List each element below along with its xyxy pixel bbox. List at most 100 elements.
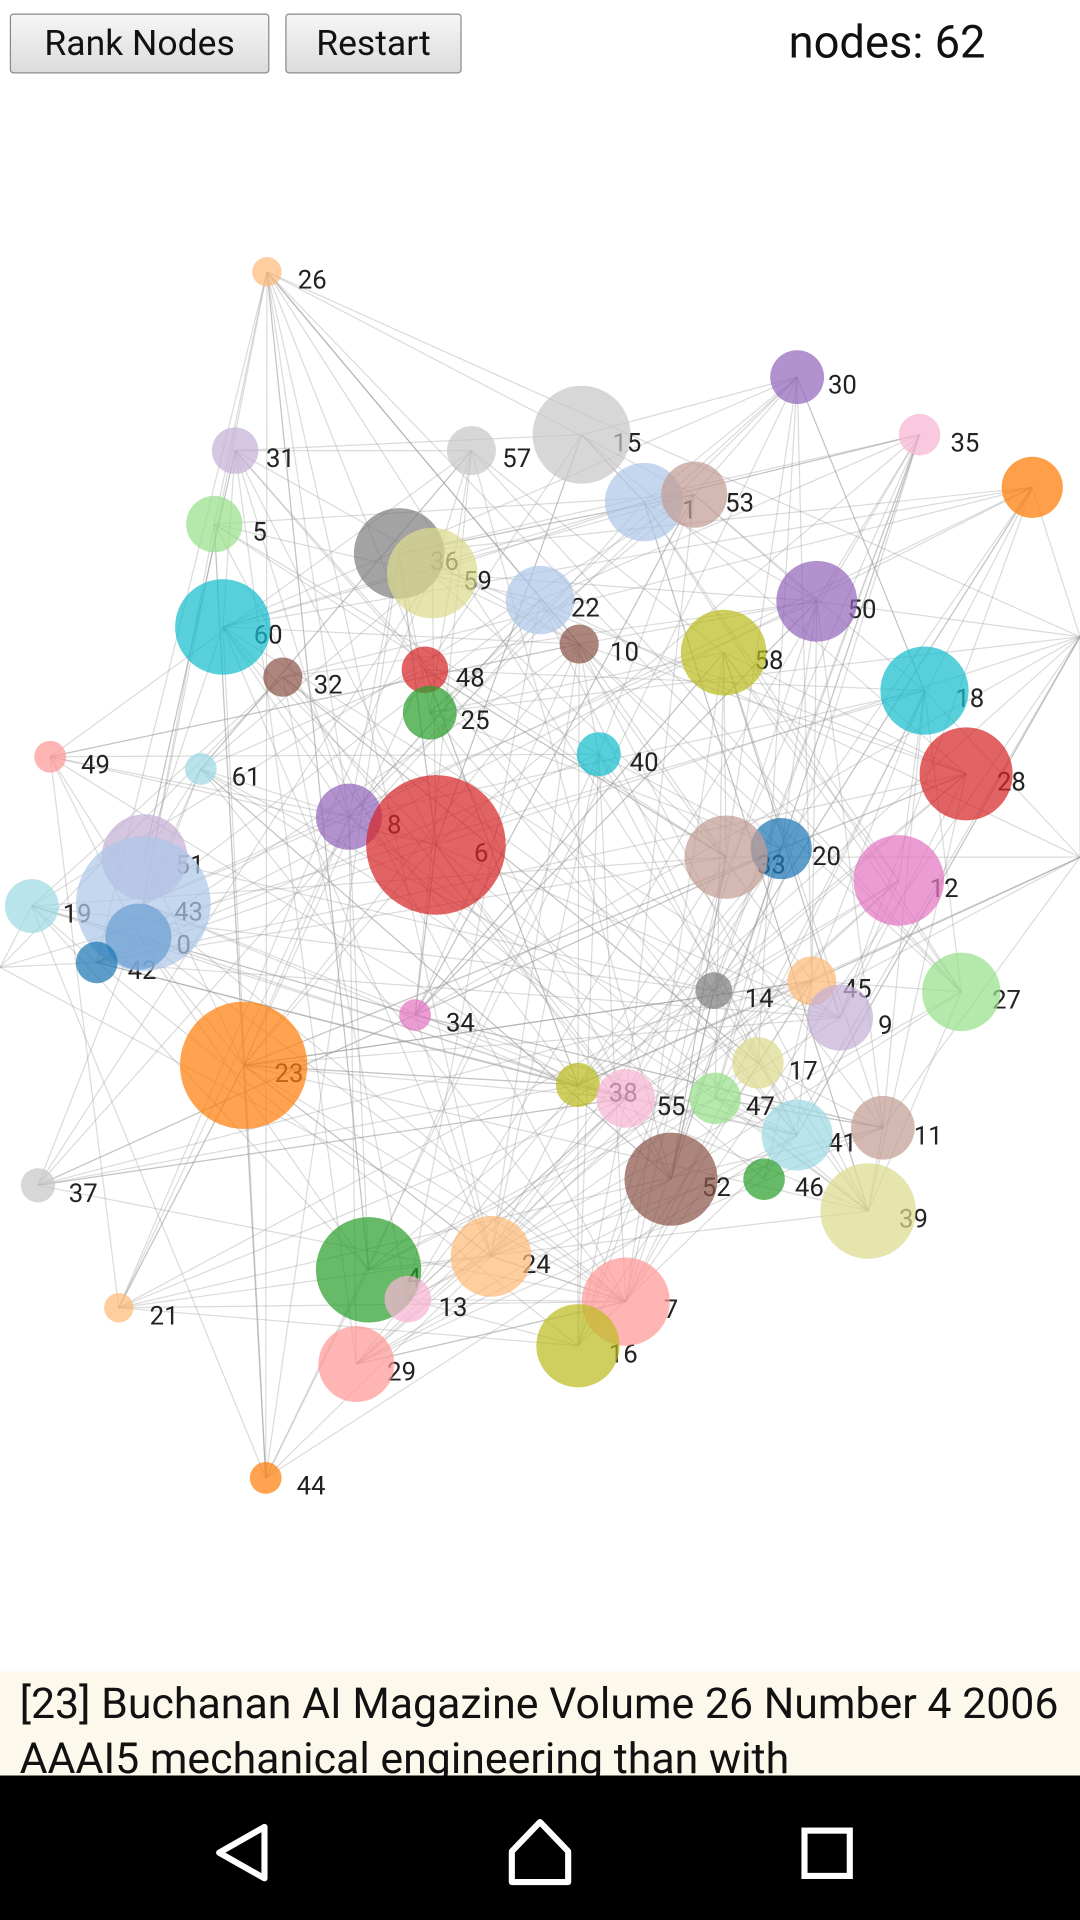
edge (50, 756, 350, 818)
back-button[interactable] (216, 1823, 268, 1882)
restart-button[interactable]: Restart (285, 13, 462, 74)
edge (50, 643, 580, 758)
edge (266, 271, 370, 1270)
node-label: 13 (439, 1293, 468, 1323)
node (680, 609, 767, 696)
edge (282, 677, 409, 1300)
node (576, 732, 621, 777)
edge (424, 669, 579, 1086)
node (919, 727, 1013, 821)
node (695, 972, 733, 1009)
node (446, 426, 496, 476)
node (263, 657, 303, 697)
edge (142, 599, 541, 905)
edge (399, 486, 1033, 555)
edge (598, 753, 884, 1129)
edge (714, 487, 1033, 1099)
node (401, 646, 449, 694)
edge (577, 644, 580, 1085)
edge (713, 487, 1033, 991)
node (184, 753, 217, 785)
edge (670, 848, 782, 1180)
node-label: 21 (150, 1301, 179, 1331)
edge (414, 494, 695, 1016)
edge (414, 652, 725, 1016)
rank-nodes-button[interactable]: Rank Nodes (9, 13, 270, 74)
edge (414, 494, 695, 1016)
edge (431, 572, 727, 858)
node-label: 26 (298, 265, 327, 295)
edge (432, 572, 817, 602)
edge (200, 572, 433, 770)
edge (213, 523, 627, 1302)
edge (96, 961, 579, 1086)
node (770, 350, 825, 405)
edge (266, 271, 492, 1257)
edge (490, 643, 580, 1257)
node (851, 1095, 915, 1160)
node (34, 740, 67, 773)
edge (435, 434, 920, 846)
edge (670, 991, 962, 1180)
edge (796, 376, 926, 691)
node-label: 10 (610, 638, 639, 668)
node (366, 775, 506, 915)
edge (243, 1064, 627, 1303)
edge (435, 434, 583, 846)
node (853, 835, 945, 926)
edge (96, 486, 1033, 963)
node-label: 61 (232, 763, 261, 793)
node-label: 37 (69, 1179, 98, 1209)
edge (670, 848, 782, 1180)
edge (780, 601, 818, 849)
edge (31, 676, 284, 907)
node-label: 49 (81, 750, 110, 780)
edge (138, 936, 627, 1303)
edge (222, 626, 580, 645)
edge (490, 1097, 716, 1257)
edge (757, 377, 798, 1063)
edge (234, 450, 715, 992)
edge (213, 523, 727, 858)
edge (143, 903, 869, 1212)
edge (37, 1097, 626, 1186)
edge (49, 756, 579, 1086)
edge (780, 434, 921, 849)
graph: 2630353157151535365922105060583248251840… (0, 257, 1080, 1502)
recents-button[interactable] (801, 1827, 853, 1879)
node-label: 40 (630, 748, 659, 778)
home-button[interactable] (508, 1818, 572, 1886)
edge (539, 599, 813, 982)
edge (118, 1255, 492, 1309)
edge (143, 903, 626, 1099)
edge (222, 626, 492, 1257)
edge (796, 376, 926, 691)
edge (578, 643, 962, 993)
edge (816, 601, 884, 1128)
node-label: 44 (297, 1472, 326, 1502)
node (175, 579, 271, 675)
edge (266, 271, 1080, 638)
edge (796, 377, 813, 981)
node (384, 1275, 432, 1323)
node (684, 815, 768, 899)
edge (539, 434, 920, 601)
node (75, 941, 118, 984)
node (922, 952, 1001, 1032)
node-label: 34 (446, 1009, 475, 1039)
edge (138, 936, 579, 1086)
node-label: 30 (828, 371, 857, 401)
edge (407, 1097, 627, 1300)
node-label: 31 (266, 444, 295, 474)
edge (811, 856, 1080, 982)
node (806, 984, 874, 1051)
edge (714, 434, 921, 1099)
edge (723, 652, 900, 881)
edge (31, 905, 267, 1479)
edge (811, 856, 1080, 982)
edge (625, 848, 782, 1099)
edge (811, 690, 926, 982)
edge (578, 643, 967, 775)
edge (470, 450, 672, 1180)
edge (811, 601, 818, 981)
